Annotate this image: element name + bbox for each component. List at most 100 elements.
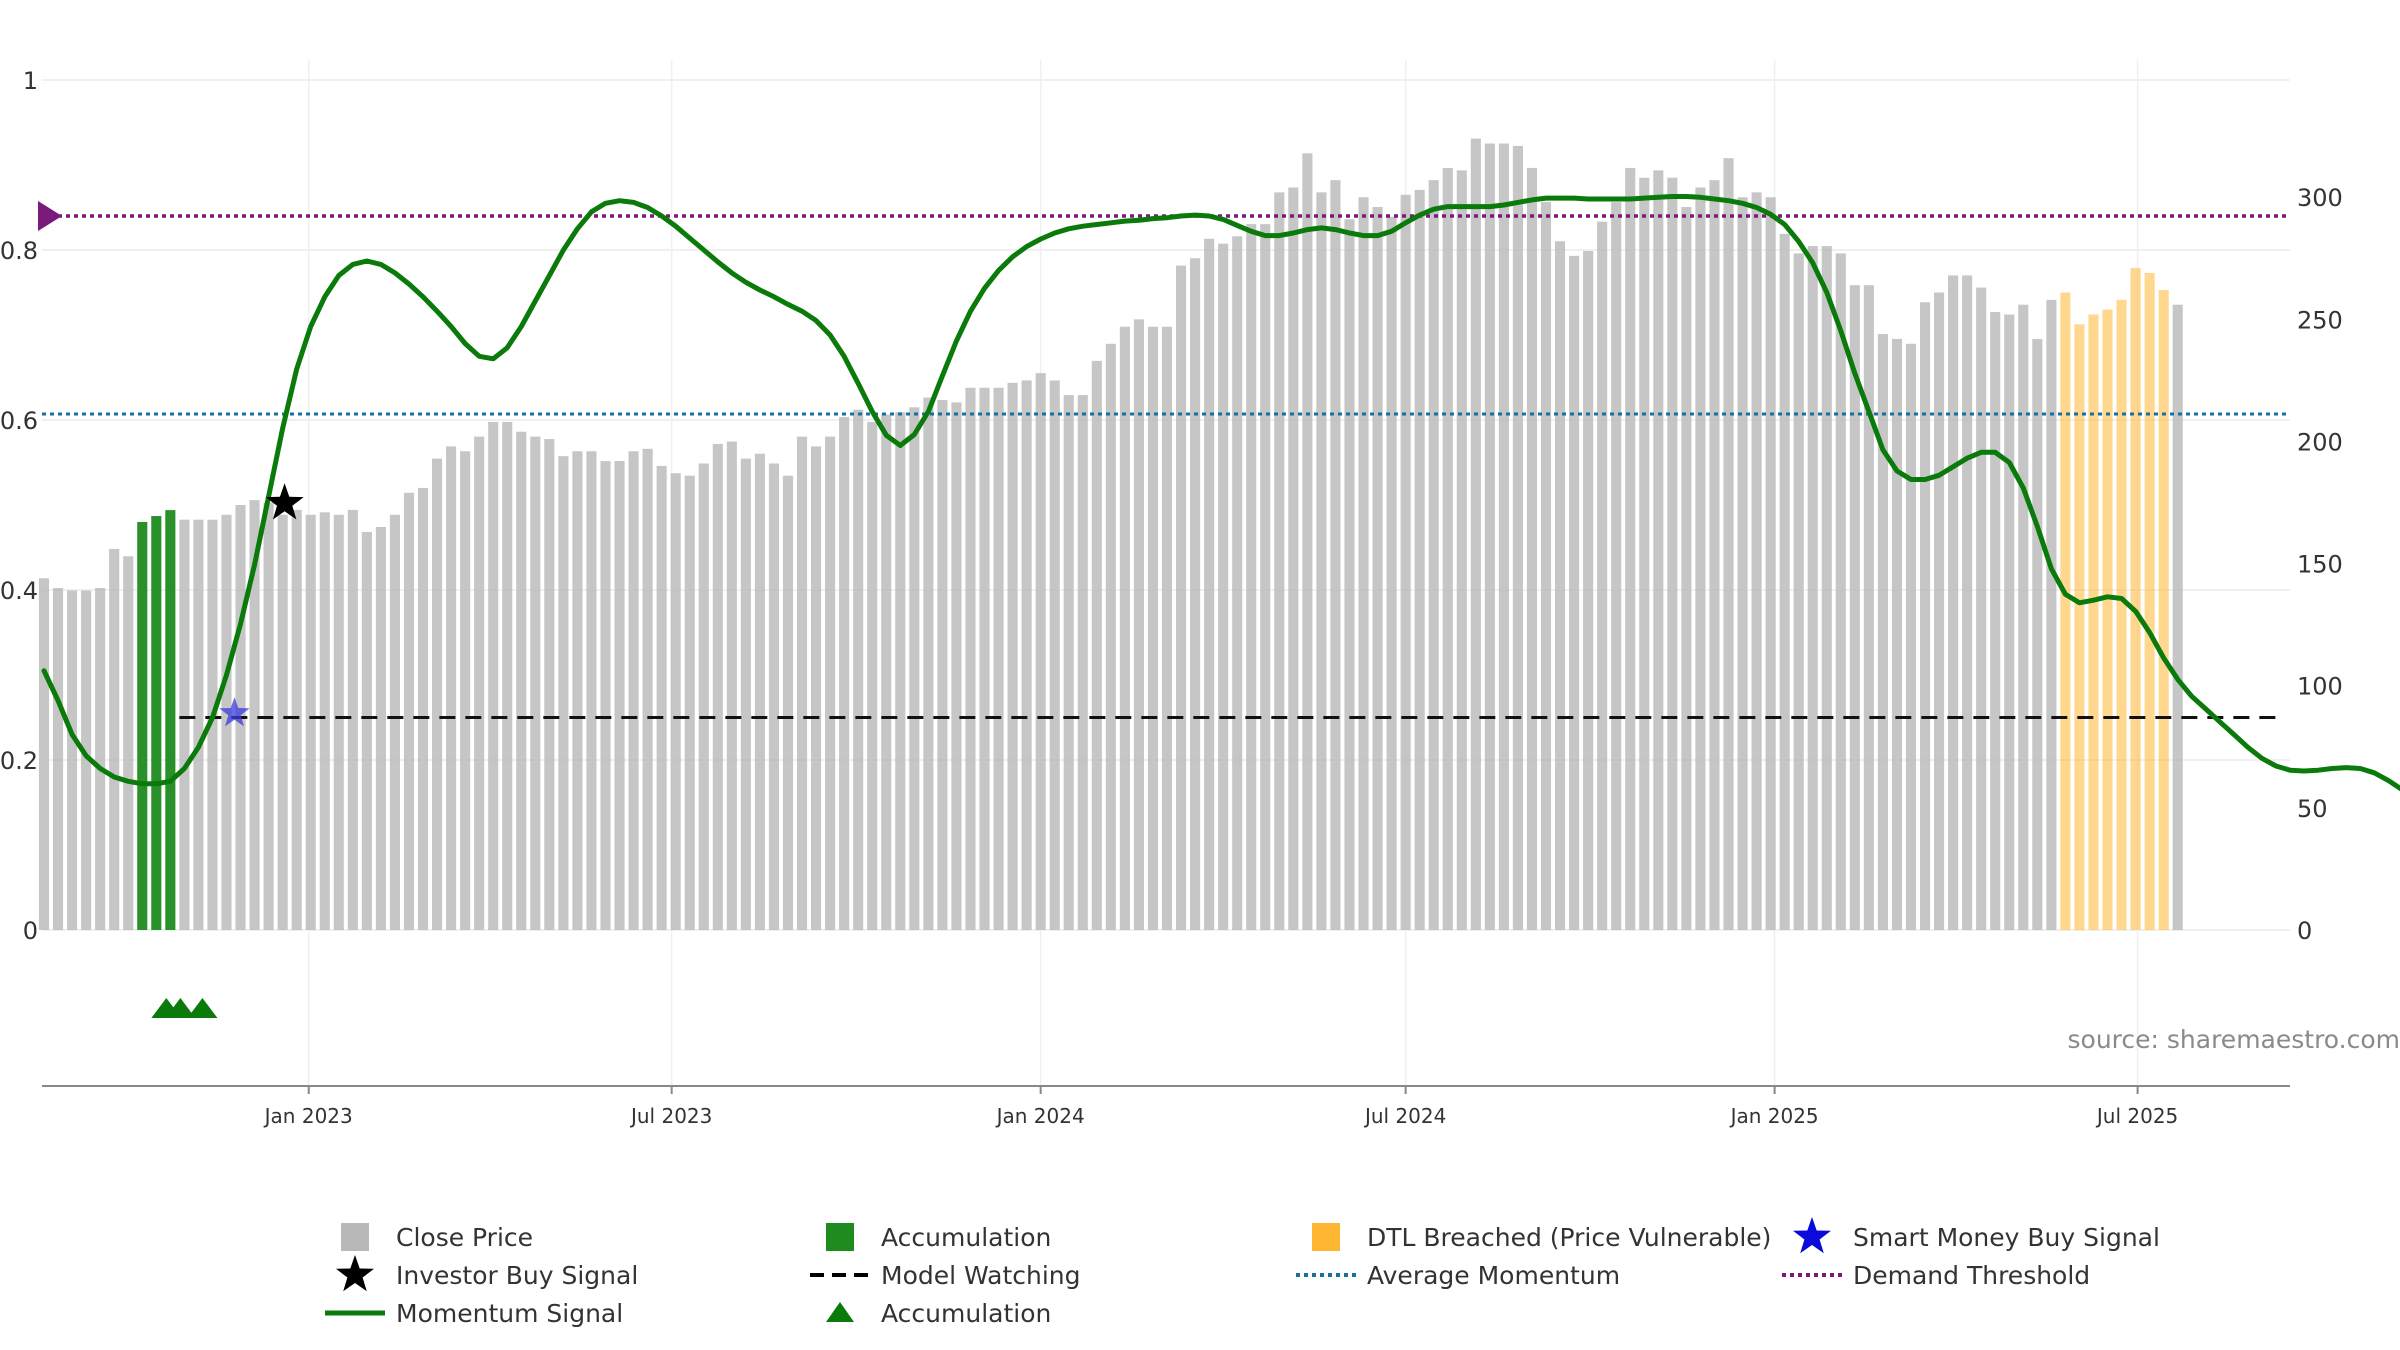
close-price-bar <box>1414 189 1425 930</box>
y-left-tick-label: 0 <box>23 917 38 945</box>
close-price-bar <box>768 463 780 930</box>
close-price-bar <box>460 451 471 930</box>
close-price-bar <box>1161 326 1173 930</box>
close-price-bar <box>1470 138 1481 930</box>
close-price-bar <box>1681 207 1692 931</box>
close-price-bar <box>38 578 50 930</box>
x-tick-label: Jul 2024 <box>1363 1104 1446 1128</box>
accumulation-triangle-icon <box>165 998 196 1018</box>
close-price-bar <box>1540 202 1552 930</box>
close-price-bar <box>1372 207 1383 931</box>
y-right-tick-label: 250 <box>2297 306 2343 334</box>
x-tick-label: Jan 2024 <box>995 1104 1085 1128</box>
close-price-bar <box>1948 275 1959 930</box>
legend-item-accumulation-marker: Accumulation <box>826 1299 1051 1328</box>
close-price-bar <box>1400 194 1411 931</box>
momentum-layer <box>41 194 2400 792</box>
legend-label-demand-threshold: Demand Threshold <box>1853 1261 2090 1290</box>
dtl-breached-bar <box>2088 314 2099 930</box>
close-price-bar <box>52 588 64 930</box>
close-price-bar <box>1302 153 1313 930</box>
y-right-tick-label: 150 <box>2297 551 2343 579</box>
close-price-bar <box>1035 373 1046 930</box>
legend-item-avg-momentum: Average Momentum <box>1296 1261 1620 1290</box>
close-price-bar <box>544 439 555 930</box>
close-price-bar <box>530 436 541 930</box>
close-price-bar <box>1260 224 1271 930</box>
legend-item-dtl: DTL Breached (Price Vulnerable) <box>1312 1223 1771 1252</box>
close-price-bar <box>1625 167 1636 930</box>
close-price-bar <box>895 412 906 930</box>
close-price-bar <box>1119 326 1130 930</box>
close-price-bar <box>502 421 513 930</box>
y-right-tick-label: 200 <box>2297 428 2343 456</box>
close-price-bar <box>516 431 527 930</box>
close-price-bar <box>1934 292 1945 930</box>
close-price-bar <box>291 509 302 930</box>
close-price-bar <box>474 436 485 930</box>
accumulation-swatch <box>826 1223 854 1251</box>
close-price-bar <box>811 446 822 930</box>
legend-label-smart-money: Smart Money Buy Signal <box>1853 1223 2160 1252</box>
close-price-bar <box>1583 250 1594 931</box>
close-price-bar <box>1891 338 1903 930</box>
close-price-bar <box>1442 167 1453 930</box>
close-price-bar <box>361 531 372 930</box>
close-price-bar <box>249 500 260 930</box>
close-price-bar <box>2018 304 2029 930</box>
close-price-bar <box>1386 216 1397 930</box>
close-price-bar <box>1919 302 1931 930</box>
accumulation-triangle-icon <box>187 998 218 1018</box>
close-price-bar <box>558 456 569 930</box>
diamond-icon <box>38 201 62 231</box>
dtl-swatch <box>1312 1223 1340 1251</box>
close-price-bar <box>979 387 990 930</box>
close-price-bar <box>1639 177 1650 930</box>
close-price-bar <box>81 590 92 930</box>
legend-item-smart-money: Smart Money Buy Signal <box>1793 1217 2160 1254</box>
investor-buy-star-icon <box>265 483 304 520</box>
legend-item-momentum-signal: Momentum Signal <box>325 1299 623 1328</box>
close-price-bar <box>1512 145 1523 931</box>
close-price-bar <box>67 590 78 930</box>
marker-layer <box>151 483 304 1018</box>
close-price-bar <box>1976 287 1987 930</box>
legend-label-avg-momentum: Average Momentum <box>1367 1261 1620 1290</box>
accumulation-bar <box>137 522 148 930</box>
y-right-tick-label: 50 <box>2297 795 2328 823</box>
close-price-bar <box>1246 224 1257 930</box>
close-price-bar <box>993 387 1004 930</box>
close-price-bar <box>1288 187 1299 931</box>
legend-item-model-watching: Model Watching <box>810 1261 1081 1290</box>
close-price-bar <box>2004 314 2015 930</box>
close-price-bar <box>1849 285 1860 930</box>
close-price-bar <box>319 512 330 930</box>
accumulation-bar <box>151 516 162 930</box>
close-price-bar <box>1232 236 1243 930</box>
close-price-bar <box>586 451 597 930</box>
close-price-bar <box>207 519 218 930</box>
dtl-breached-bar <box>2144 272 2155 930</box>
close-price-bar <box>754 453 765 930</box>
close-price-bar <box>853 409 864 930</box>
legend-label-momentum-signal: Momentum Signal <box>396 1299 623 1328</box>
close-price-bar <box>1049 380 1060 930</box>
close-price-bar <box>1695 187 1706 931</box>
close-price-bar <box>1498 143 1509 931</box>
legend-item-investor-buy: Investor Buy Signal <box>336 1255 638 1292</box>
close-price-bar <box>1063 395 1074 931</box>
legend-label-dtl: DTL Breached (Price Vulnerable) <box>1367 1223 1771 1252</box>
legend-label-investor-buy: Investor Buy Signal <box>396 1261 638 1290</box>
legend-label-close-price: Close Price <box>396 1223 533 1252</box>
close-price-bar <box>95 588 106 930</box>
close-price-bar <box>1077 395 1088 931</box>
close-price-bar <box>1133 319 1144 931</box>
dtl-breached-bar <box>2130 268 2141 930</box>
close-price-bar <box>712 443 723 930</box>
dtl-breached-bar <box>2074 324 2085 930</box>
close-price-bar <box>1021 380 1032 930</box>
close-price-bar <box>193 519 204 930</box>
source-label: source: sharemaestro.com <box>2068 1025 2400 1054</box>
close-price-bar <box>670 473 681 930</box>
x-tick-label: Jul 2023 <box>629 1104 712 1128</box>
